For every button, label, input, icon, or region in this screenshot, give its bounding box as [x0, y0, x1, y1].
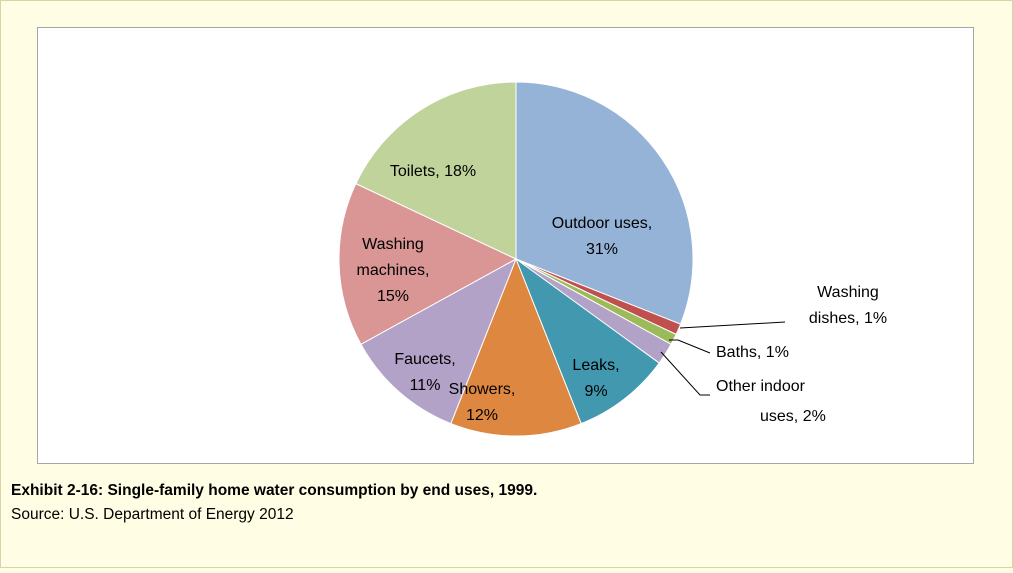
- pie-slice: [338, 182, 518, 345]
- data-label: 15%: [377, 288, 409, 305]
- data-label: Outdoor uses,: [552, 215, 653, 232]
- data-label: Washing: [817, 284, 879, 301]
- data-label: 12%: [466, 407, 498, 424]
- data-label: 9%: [584, 383, 607, 400]
- pie-slice: [515, 81, 694, 325]
- data-label: Other indoor: [716, 378, 806, 395]
- data-label: machines,: [357, 262, 430, 279]
- data-label: Washing: [362, 236, 424, 253]
- leader-line: [669, 339, 711, 354]
- data-label: Faucets,: [394, 351, 455, 368]
- pie-slice: [360, 257, 517, 425]
- leader-line: [660, 351, 710, 396]
- data-label: Showers,: [449, 381, 516, 398]
- leader-line: [679, 321, 786, 329]
- data-label: Toilets, 18%: [390, 163, 476, 180]
- data-label: uses, 2%: [760, 408, 826, 425]
- pie-slice: [450, 257, 582, 437]
- source: Source: U.S. Department of Energy 2012: [11, 506, 294, 523]
- data-label: 31%: [586, 241, 618, 258]
- pie-slice: [355, 81, 517, 260]
- data-label: 11%: [410, 377, 441, 394]
- data-label: Leaks,: [572, 357, 619, 374]
- data-label: Baths, 1%: [716, 344, 789, 361]
- chart-title: Exhibit 2-16: Single-family home water c…: [11, 482, 537, 499]
- pie-slice: [514, 257, 660, 425]
- data-label: dishes, 1%: [809, 310, 887, 327]
